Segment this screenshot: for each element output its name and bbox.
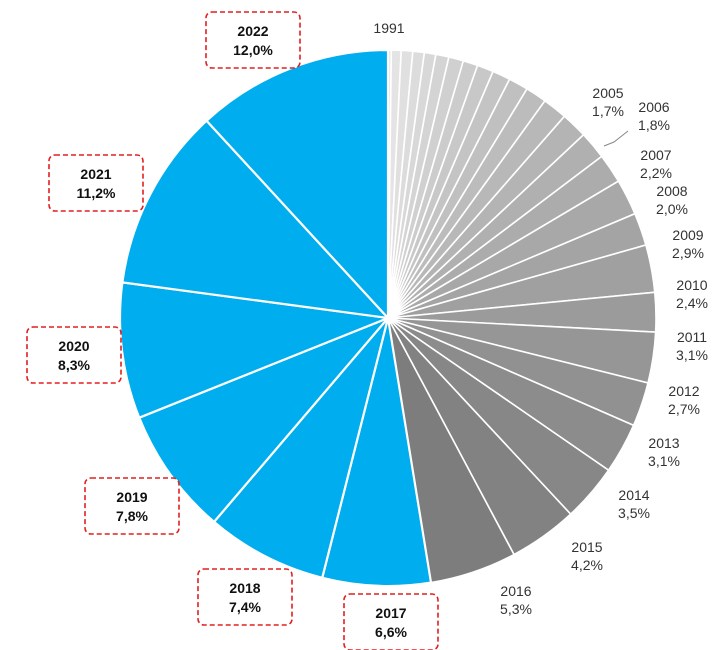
grey-label-2013: 2013 3,1% xyxy=(648,435,680,469)
grey-label-2009: 2009 2,9% xyxy=(672,227,704,261)
highlight-box-2020 xyxy=(26,326,122,384)
slice-value-label: 7,8% xyxy=(116,508,148,524)
slice-labels: 2005 1,7% 2006 1,8% 2007 2,2% 2008 2,0% 2009 2,9%… xyxy=(26,11,708,650)
slice-year-label: 2020 xyxy=(58,338,89,354)
grey-label-2011: 2011 3,1% xyxy=(676,329,708,363)
slice-value-label: 3,5% xyxy=(618,505,650,521)
slice-value-label: 2,7% xyxy=(668,401,700,417)
slice-year-label: 2005 xyxy=(592,85,623,101)
highlight-label-2022: 2022 12,0% xyxy=(205,11,301,69)
grey-label-2006: 2006 1,8% xyxy=(638,99,670,133)
highlight-box-2018 xyxy=(197,568,293,626)
highlight-label-2021: 2021 11,2% xyxy=(48,154,144,212)
grey-label-2005: 2005 1,7% xyxy=(592,85,624,119)
slice-value-label: 12,0% xyxy=(233,42,273,58)
slice-value-label: 3,1% xyxy=(648,453,680,469)
slice-year-label: 2015 xyxy=(571,539,602,555)
highlight-label-2020: 2020 8,3% xyxy=(26,326,122,384)
leader-line-2006 xyxy=(603,130,629,147)
highlight-box-2019 xyxy=(84,477,180,535)
slice-year-label: 2022 xyxy=(237,23,268,39)
slice-year-label: 2012 xyxy=(668,383,699,399)
start-year-label: 1991 xyxy=(373,20,404,36)
slice-year-label: 2011 xyxy=(677,329,707,345)
slice-value-label: 8,3% xyxy=(58,357,90,373)
slice-year-label: 2017 xyxy=(375,605,406,621)
highlight-box-2022 xyxy=(205,11,301,69)
slice-value-label: 5,3% xyxy=(500,601,532,617)
slice-value-label: 2,4% xyxy=(676,295,708,311)
slice-value-label: 6,6% xyxy=(375,624,407,640)
grey-label-2008: 2008 2,0% xyxy=(656,183,688,217)
slice-value-label: 11,2% xyxy=(77,185,116,201)
slice-year-label: 2010 xyxy=(676,277,707,293)
highlight-label-2019: 2019 7,8% xyxy=(84,477,180,535)
grey-label-2014: 2014 3,5% xyxy=(618,487,650,521)
slice-value-label: 2,0% xyxy=(656,201,688,217)
pie-slice-2017 xyxy=(320,317,433,588)
highlight-label-2018: 2018 7,4% xyxy=(197,568,293,626)
slice-value-label: 7,4% xyxy=(229,599,261,615)
pie-slice-2020 xyxy=(118,281,393,420)
slice-value-label: 2,9% xyxy=(672,245,704,261)
slice-year-label: 2007 xyxy=(640,147,671,163)
slice-value-label: 3,1% xyxy=(676,347,708,363)
slice-year-label: 2018 xyxy=(229,580,260,596)
slice-year-label: 2016 xyxy=(500,583,531,599)
highlight-box-2017 xyxy=(343,593,439,650)
slice-year-label: 2009 xyxy=(672,227,703,243)
pie-slice-2019 xyxy=(137,316,389,524)
highlight-box-2021 xyxy=(48,154,144,212)
slice-year-label: 2008 xyxy=(656,183,687,199)
slice-value-label: 1,7% xyxy=(592,103,624,119)
slice-year-label: 2021 xyxy=(80,166,111,182)
grey-label-2007: 2007 2,2% xyxy=(640,147,672,181)
slice-value-label: 4,2% xyxy=(571,557,603,573)
highlight-label-2017: 2017 6,6% xyxy=(343,593,439,650)
slice-year-label: 2019 xyxy=(116,489,147,505)
grey-label-2012: 2012 2,7% xyxy=(668,383,700,417)
grey-label-2010: 2010 2,4% xyxy=(676,277,708,311)
pie-slice-2018 xyxy=(212,317,390,580)
grey-label-2015: 2015 4,2% xyxy=(571,539,603,573)
pie-slice-2021 xyxy=(121,119,391,320)
slice-year-label: 2006 xyxy=(638,99,669,115)
label-leader-lines xyxy=(603,130,629,147)
pie-slices xyxy=(118,48,657,588)
grey-label-2016: 2016 5,3% xyxy=(500,583,532,617)
slice-year-label: 2014 xyxy=(618,487,649,503)
slice-value-label: 1,8% xyxy=(638,117,670,133)
slice-value-label: 2,2% xyxy=(640,165,672,181)
slice-year-label: 2013 xyxy=(648,435,679,451)
